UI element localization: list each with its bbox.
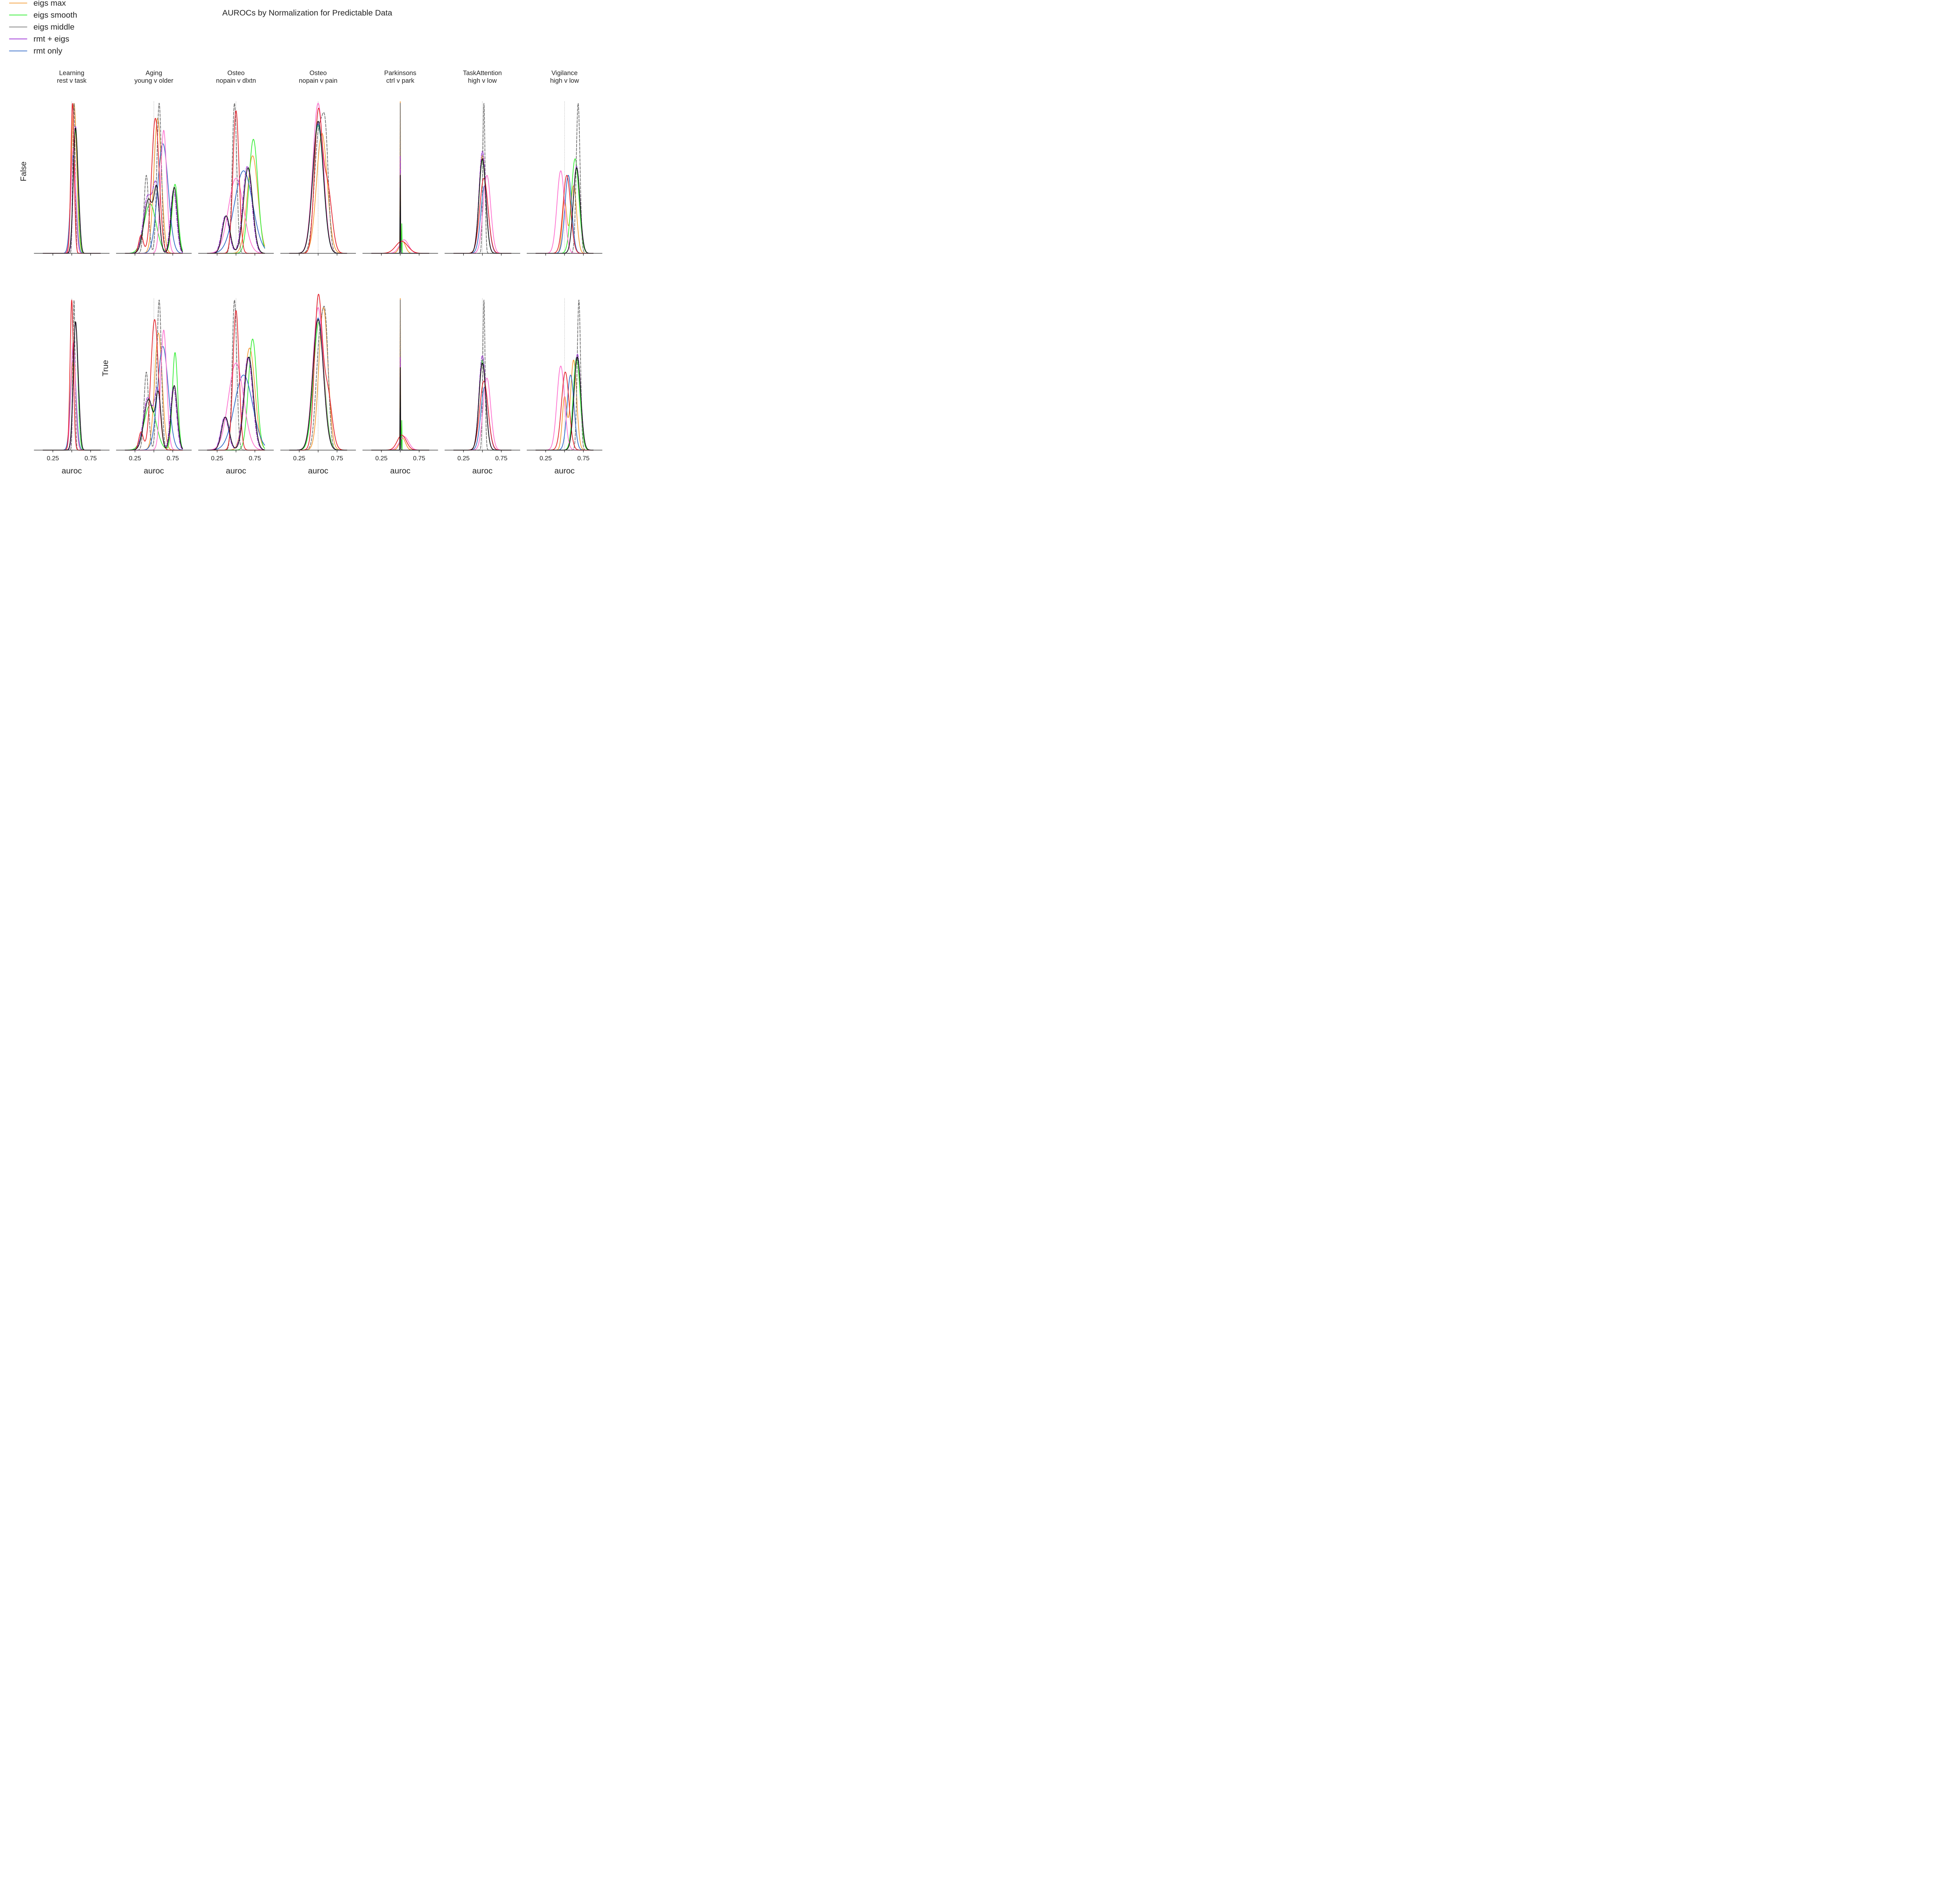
panel-title-6-0: Vigilance bbox=[552, 69, 578, 76]
panel-3-0 bbox=[280, 101, 356, 256]
density-curve-5 bbox=[207, 363, 265, 451]
x-tick-label: 0.75 bbox=[577, 455, 590, 462]
panel-title-2-0: Osteo bbox=[227, 69, 245, 76]
density-curve-1 bbox=[289, 322, 347, 451]
panel-title-1-1: young v older bbox=[134, 77, 174, 84]
x-axis-label: auroc bbox=[472, 466, 493, 475]
x-tick-label: 0.75 bbox=[413, 455, 425, 462]
density-curve-2 bbox=[453, 300, 512, 451]
x-axis-label: auroc bbox=[226, 466, 246, 475]
x-axis-label: auroc bbox=[390, 466, 410, 475]
panel-title-3-0: Osteo bbox=[309, 69, 327, 76]
density-curve-2 bbox=[453, 103, 512, 254]
x-tick-label: 0.75 bbox=[167, 455, 179, 462]
panel-title-5-0: TaskAttention bbox=[463, 69, 502, 76]
legend-label-3: rmt + eigs bbox=[33, 35, 69, 44]
x-tick-label: 0.75 bbox=[331, 455, 343, 462]
legend-label-2: eigs middle bbox=[33, 23, 74, 32]
panel-5-0 bbox=[445, 101, 520, 256]
legend-label-1: eigs smooth bbox=[33, 11, 77, 20]
panel-6-0 bbox=[526, 101, 603, 256]
panel-title-5-1: high v low bbox=[468, 77, 497, 84]
auroc-kde-grid-chart: AUROCs by Normalization for Predictable … bbox=[9, 0, 603, 475]
density-curve-6 bbox=[207, 310, 265, 451]
density-curve-4 bbox=[207, 170, 265, 254]
density-curve-0 bbox=[289, 133, 347, 254]
density-curve-7 bbox=[289, 319, 347, 451]
x-tick-label: 0.75 bbox=[495, 455, 507, 462]
x-tick-label: 0.25 bbox=[539, 455, 552, 462]
density-curve-3 bbox=[125, 387, 183, 451]
x-axis-label: auroc bbox=[62, 466, 82, 475]
panel-1-0 bbox=[116, 101, 192, 256]
panel-title-6-1: high v low bbox=[550, 77, 579, 84]
density-curve-7 bbox=[125, 185, 183, 254]
panel-title-0-0: Learning bbox=[59, 69, 84, 76]
legend: eigs max eigs smooth eigs middle rmt + eigs… bbox=[9, 0, 77, 56]
panel-title-4-1: ctrl v park bbox=[386, 77, 414, 84]
x-axis-label: auroc bbox=[144, 466, 164, 475]
x-tick-label: 0.25 bbox=[457, 455, 470, 462]
chart-title: AUROCs by Normalization for Predictable … bbox=[222, 8, 392, 17]
x-tick-label: 0.75 bbox=[85, 455, 97, 462]
density-curve-3 bbox=[289, 319, 347, 451]
panel-0-0 bbox=[34, 101, 110, 256]
density-curve-7 bbox=[371, 367, 430, 451]
panel-title-4-0: Parkinsons bbox=[384, 69, 416, 76]
panel-4-0 bbox=[362, 101, 438, 256]
row-label-false: False bbox=[19, 162, 28, 182]
density-curve-5 bbox=[207, 178, 265, 254]
density-curve-6 bbox=[125, 319, 183, 451]
panel-2-0 bbox=[198, 101, 274, 256]
x-tick-label: 0.25 bbox=[293, 455, 305, 462]
panel-title-3-1: nopain v pain bbox=[299, 77, 337, 84]
legend-label-4: rmt only bbox=[33, 47, 62, 56]
density-curve-1 bbox=[289, 125, 347, 254]
density-curve-3 bbox=[289, 122, 347, 254]
legend-label-0: eigs max bbox=[33, 0, 66, 7]
x-axis-label: auroc bbox=[308, 466, 328, 475]
x-tick-label: 0.25 bbox=[47, 455, 59, 462]
panel-title-0-1: rest v task bbox=[57, 77, 87, 84]
row-label-true: True bbox=[101, 360, 110, 376]
panel-title-2-1: nopain v dlxtn bbox=[216, 77, 256, 84]
density-curve-7 bbox=[125, 385, 183, 451]
density-curve-1 bbox=[125, 184, 183, 254]
panel-title-1-0: Aging bbox=[145, 69, 162, 76]
density-curve-7 bbox=[207, 356, 265, 451]
x-axis-label: auroc bbox=[554, 466, 575, 475]
x-tick-label: 0.25 bbox=[211, 455, 223, 462]
figure: AUROCs by Normalization for Predictable … bbox=[0, 0, 608, 487]
density-curve-1 bbox=[125, 352, 183, 451]
x-tick-label: 0.25 bbox=[375, 455, 387, 462]
density-curve-0 bbox=[289, 307, 347, 451]
density-curve-7 bbox=[207, 167, 265, 254]
x-tick-label: 0.25 bbox=[129, 455, 141, 462]
x-tick-label: 0.75 bbox=[249, 455, 261, 462]
